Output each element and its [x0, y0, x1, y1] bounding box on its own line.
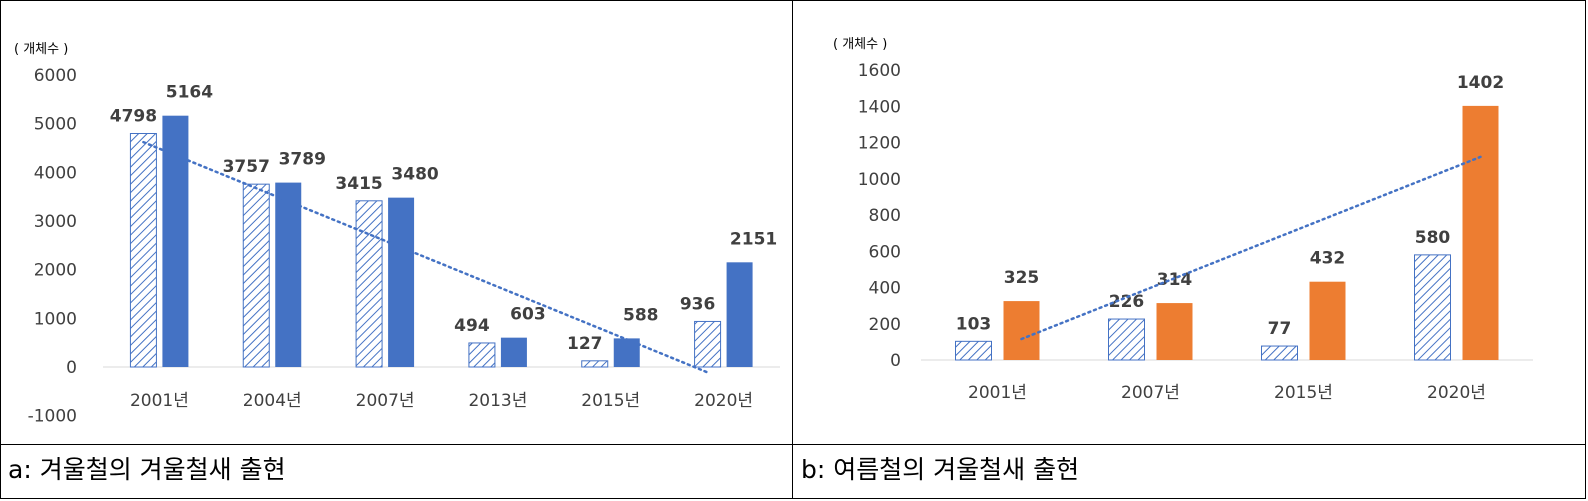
- chart-b-bar-hatched: [1261, 345, 1298, 361]
- chart-b-data-label: 103: [956, 314, 992, 334]
- chart-b-category-label: 2007년: [1121, 383, 1180, 403]
- chart-a-data-label: 3757: [223, 157, 270, 177]
- chart-b-data-label: 1402: [1457, 73, 1504, 93]
- chart-a-category-label: 2020년: [694, 391, 753, 411]
- chart-b-ytick: 1400: [858, 97, 901, 117]
- chart-a-ytick: 5000: [34, 115, 77, 135]
- chart-b-caption: b: 여름철의 겨울철새 출현: [793, 444, 1586, 499]
- chart-b-bar-hatched: [955, 340, 992, 361]
- chart-a-caption: a: 겨울철의 겨울철새 출현: [0, 444, 792, 499]
- chart-b-ytick: 400: [869, 279, 901, 299]
- chart-b-bar-hatched: [1414, 254, 1451, 361]
- chart-a-bar-solid: [388, 197, 415, 367]
- chart-a-ytick: 4000: [34, 163, 77, 183]
- chart-b-unit-label: ( 개체수 ): [833, 37, 887, 52]
- chart-a-category-label: 2001년: [130, 391, 189, 411]
- chart-b-data-label: 432: [1310, 249, 1346, 269]
- chart-a-category-label: 2004년: [243, 391, 302, 411]
- chart-b-bar-solid: [1462, 105, 1499, 360]
- chart-b-data-label: 314: [1157, 270, 1193, 290]
- chart-b-ytick: 1000: [858, 170, 901, 190]
- panel-b: ( 개체수 ) 1600 1400 1200 1000 800 600 400 200 0 103…: [793, 0, 1586, 499]
- chart-a-data-label: 603: [510, 305, 546, 325]
- chart-b: ( 개체수 ) 1600 1400 1200 1000 800 600 400 200 0 103…: [833, 37, 1533, 403]
- chart-b-bar-solid: [1003, 301, 1040, 360]
- chart-b-ytick: 0: [890, 351, 901, 371]
- chart-a-ytick: 3000: [34, 212, 77, 232]
- chart-a-bar-hatched: [242, 183, 270, 368]
- chart-b-trendline: [1020, 155, 1482, 341]
- chart-a-ytick: -1000: [28, 407, 77, 427]
- chart-a-ytick: 0: [66, 358, 77, 378]
- chart-b-data-label: 77: [1268, 319, 1292, 339]
- chart-a-data-label: 5164: [166, 83, 213, 103]
- chart-a-data-label: 588: [623, 305, 659, 325]
- chart-a-data-label: 3789: [279, 150, 326, 170]
- chart-b-category-label: 2015년: [1274, 383, 1333, 403]
- chart-a-unit-label: ( 개체수 ): [14, 42, 68, 57]
- chart-b-category-label: 2001년: [968, 383, 1027, 403]
- chart-b-ytick: 1200: [858, 134, 901, 154]
- chart-a-data-label: 2151: [730, 229, 777, 249]
- chart-a-bar-solid: [726, 262, 753, 367]
- chart-a-data-label: 936: [680, 294, 716, 314]
- chart-b-ytick: 800: [869, 206, 901, 226]
- panel-a: ( 개체수 ) 6000 5000 4000 3000 2000 1000 0 -1000 47…: [0, 0, 793, 499]
- chart-a-bar-hatched: [355, 200, 383, 368]
- chart-b-bar-solid: [1156, 303, 1193, 360]
- chart-a-bar-hatched: [468, 342, 496, 368]
- chart-a-bar-hatched: [694, 320, 722, 368]
- chart-a-ytick: 2000: [34, 261, 77, 281]
- chart-a-bar-solid: [275, 182, 302, 367]
- chart-a-data-label: 127: [567, 334, 603, 354]
- chart-a-data-label: 494: [454, 316, 490, 336]
- chart-a-bar-hatched: [129, 132, 157, 368]
- chart-a-category-label: 2013년: [468, 391, 527, 411]
- chart-b-category-label: 2020년: [1427, 383, 1486, 403]
- chart-a-category-label: 2015년: [581, 391, 640, 411]
- chart-a-ytick: 1000: [34, 309, 77, 329]
- chart-a-bar-solid: [162, 115, 189, 367]
- chart-b-data-label: 325: [1004, 268, 1040, 288]
- chart-b-bar-solid: [1309, 281, 1346, 360]
- chart-a-data-label: 4798: [110, 106, 157, 126]
- chart-b-bar-hatched: [1108, 318, 1145, 361]
- chart-a-data-label: 3480: [391, 165, 438, 185]
- chart-a: ( 개체수 ) 6000 5000 4000 3000 2000 1000 0 -1000 47…: [14, 42, 780, 427]
- chart-a-data-label: 3415: [335, 174, 382, 194]
- chart-a-ytick: 6000: [34, 66, 77, 86]
- chart-a-bar-solid: [500, 337, 527, 367]
- chart-b-ytick: 600: [869, 242, 901, 262]
- chart-b-data-label: 226: [1109, 292, 1145, 312]
- chart-b-ytick: 1600: [858, 61, 901, 81]
- chart-a-trendline: [142, 140, 709, 374]
- chart-b-ytick: 200: [869, 315, 901, 335]
- chart-a-category-label: 2007년: [356, 391, 415, 411]
- chart-a-bar-hatched: [581, 360, 609, 368]
- chart-a-bar-solid: [613, 338, 640, 367]
- chart-b-data-label: 580: [1415, 228, 1451, 248]
